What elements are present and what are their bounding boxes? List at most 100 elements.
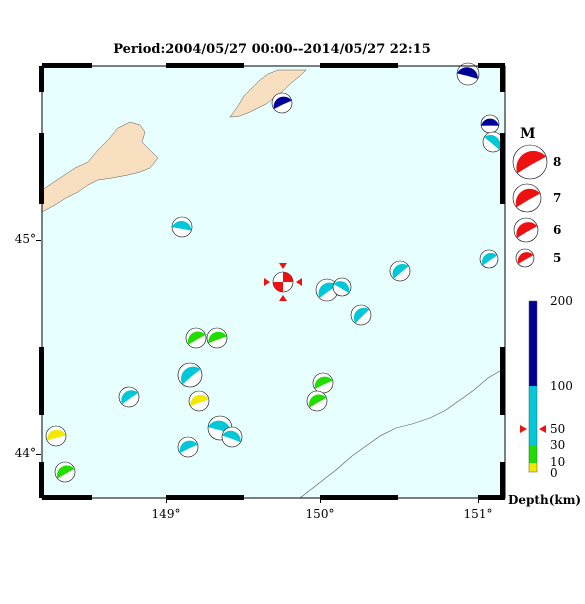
depth-legend: 200 100 50 30 10 0 Depth(km) <box>508 294 581 507</box>
event-15[interactable] <box>188 390 210 412</box>
right-border-bar-2 <box>500 347 505 415</box>
epicenter-arrow-right <box>296 278 302 286</box>
depth-tick-10: 10 <box>550 455 565 469</box>
depth-band-very-shallow <box>529 463 537 472</box>
map-border-ticks <box>36 63 505 503</box>
event-6[interactable] <box>479 249 499 269</box>
island-large <box>41 121 159 213</box>
bottom-border-bar-0 <box>42 495 92 500</box>
magnitude-legend-symbol-8[interactable] <box>512 144 548 180</box>
map-area <box>41 62 506 499</box>
event-1[interactable] <box>456 62 480 86</box>
magnitude-legend-symbol-6[interactable] <box>513 217 539 243</box>
depth-tick-200: 200 <box>550 294 573 308</box>
magnitude-label-7: 7 <box>553 191 561 205</box>
event-6-compression <box>482 252 498 266</box>
event-20-compression <box>179 440 198 453</box>
y-tick-label-45: 45° <box>15 232 36 246</box>
map-title: Period:2004/05/27 00:00--2014/05/27 22:1… <box>113 42 431 57</box>
left-border-bar-0 <box>39 66 44 92</box>
event-10[interactable] <box>350 304 372 326</box>
bottom-border-bar-1 <box>166 495 244 500</box>
event-4[interactable] <box>482 131 504 153</box>
event-17[interactable] <box>306 390 328 412</box>
top-border-bar-0 <box>42 63 92 68</box>
magnitude-label-6: 6 <box>553 223 561 237</box>
event-11-compression <box>187 331 206 345</box>
event-4-compression <box>484 135 501 150</box>
magnitude-label-8: 8 <box>553 155 561 169</box>
depth-tick-0: 0 <box>550 466 558 480</box>
x-tick-0 <box>166 498 167 503</box>
epicenter-arrow-bottom <box>279 295 287 301</box>
event-3-compression <box>481 118 499 126</box>
epicenter-quadrant-1 <box>283 272 293 282</box>
event-19[interactable] <box>221 426 243 448</box>
depth-tick-50: 50 <box>550 422 565 436</box>
event-5[interactable] <box>171 216 193 238</box>
x-tick-2 <box>478 498 479 503</box>
island-north <box>229 69 307 118</box>
magnitude-label-5: 5 <box>553 251 561 265</box>
epicenter-arrow-top <box>279 263 287 269</box>
magnitude-legend: M 8 7 6 5 <box>512 126 561 268</box>
event-13[interactable] <box>177 362 203 388</box>
magnitude-legend-symbol-5[interactable] <box>515 248 535 268</box>
depth-tick-30: 30 <box>550 438 565 452</box>
event-9-compression <box>333 281 350 293</box>
y-tick-0 <box>36 240 41 241</box>
event-7-compression <box>392 264 409 279</box>
magnitude-legend-symbol-5-compression <box>517 252 534 264</box>
event-16-compression <box>314 376 333 389</box>
right-border-bar-1 <box>500 133 505 204</box>
trench-line <box>299 367 506 499</box>
left-border-bar-2 <box>39 347 44 415</box>
event-17-compression <box>308 394 327 408</box>
top-border-bar-3 <box>478 63 505 68</box>
x-tick-label-149: 149° <box>152 507 181 521</box>
top-border-bar-2 <box>320 63 398 68</box>
event-20[interactable] <box>177 436 199 458</box>
map-frame <box>41 65 506 499</box>
depth-band-shallow <box>529 445 537 463</box>
event-22-compression <box>56 465 75 479</box>
event-3[interactable] <box>480 114 500 134</box>
event-12[interactable] <box>206 327 228 349</box>
top-border-bar-1 <box>166 63 244 68</box>
magnitude-legend-symbol-8-compression <box>516 150 547 174</box>
bottom-border-bar-2 <box>320 495 398 500</box>
event-21[interactable] <box>45 425 67 447</box>
event-11[interactable] <box>185 327 207 349</box>
event-16[interactable] <box>312 372 334 394</box>
depth-marker-right <box>539 425 546 433</box>
x-tick-1 <box>320 498 321 503</box>
magnitude-legend-symbol-7-compression <box>515 188 541 208</box>
magnitude-legend-title: M <box>520 126 536 142</box>
event-9[interactable] <box>332 277 352 297</box>
x-axis: 149° 150° 151° <box>152 507 493 521</box>
event-1-compression <box>457 67 478 79</box>
event-8-compression <box>318 282 338 298</box>
right-border-bar-3 <box>500 462 505 498</box>
epicenter-marker[interactable] <box>264 263 302 301</box>
event-2[interactable] <box>271 92 293 114</box>
epicenter-arrow-left <box>264 278 270 286</box>
event-19-compression <box>222 430 241 443</box>
left-border-bar-1 <box>39 133 44 204</box>
event-14-compression <box>121 390 139 405</box>
event-22[interactable] <box>54 461 76 483</box>
event-14[interactable] <box>118 386 140 408</box>
y-tick-1 <box>36 454 41 455</box>
magnitude-legend-symbol-6-compression <box>516 222 538 238</box>
x-tick-label-151: 151° <box>464 507 493 521</box>
magnitude-legend-symbols <box>512 144 548 268</box>
left-border-bar-3 <box>39 462 44 498</box>
magnitude-legend-symbol-7[interactable] <box>512 183 542 213</box>
depth-marker-left <box>520 425 527 433</box>
event-7[interactable] <box>389 260 411 282</box>
event-21-compression <box>47 429 66 441</box>
event-12-compression <box>208 331 227 344</box>
y-axis: 45° 44° <box>15 232 36 460</box>
